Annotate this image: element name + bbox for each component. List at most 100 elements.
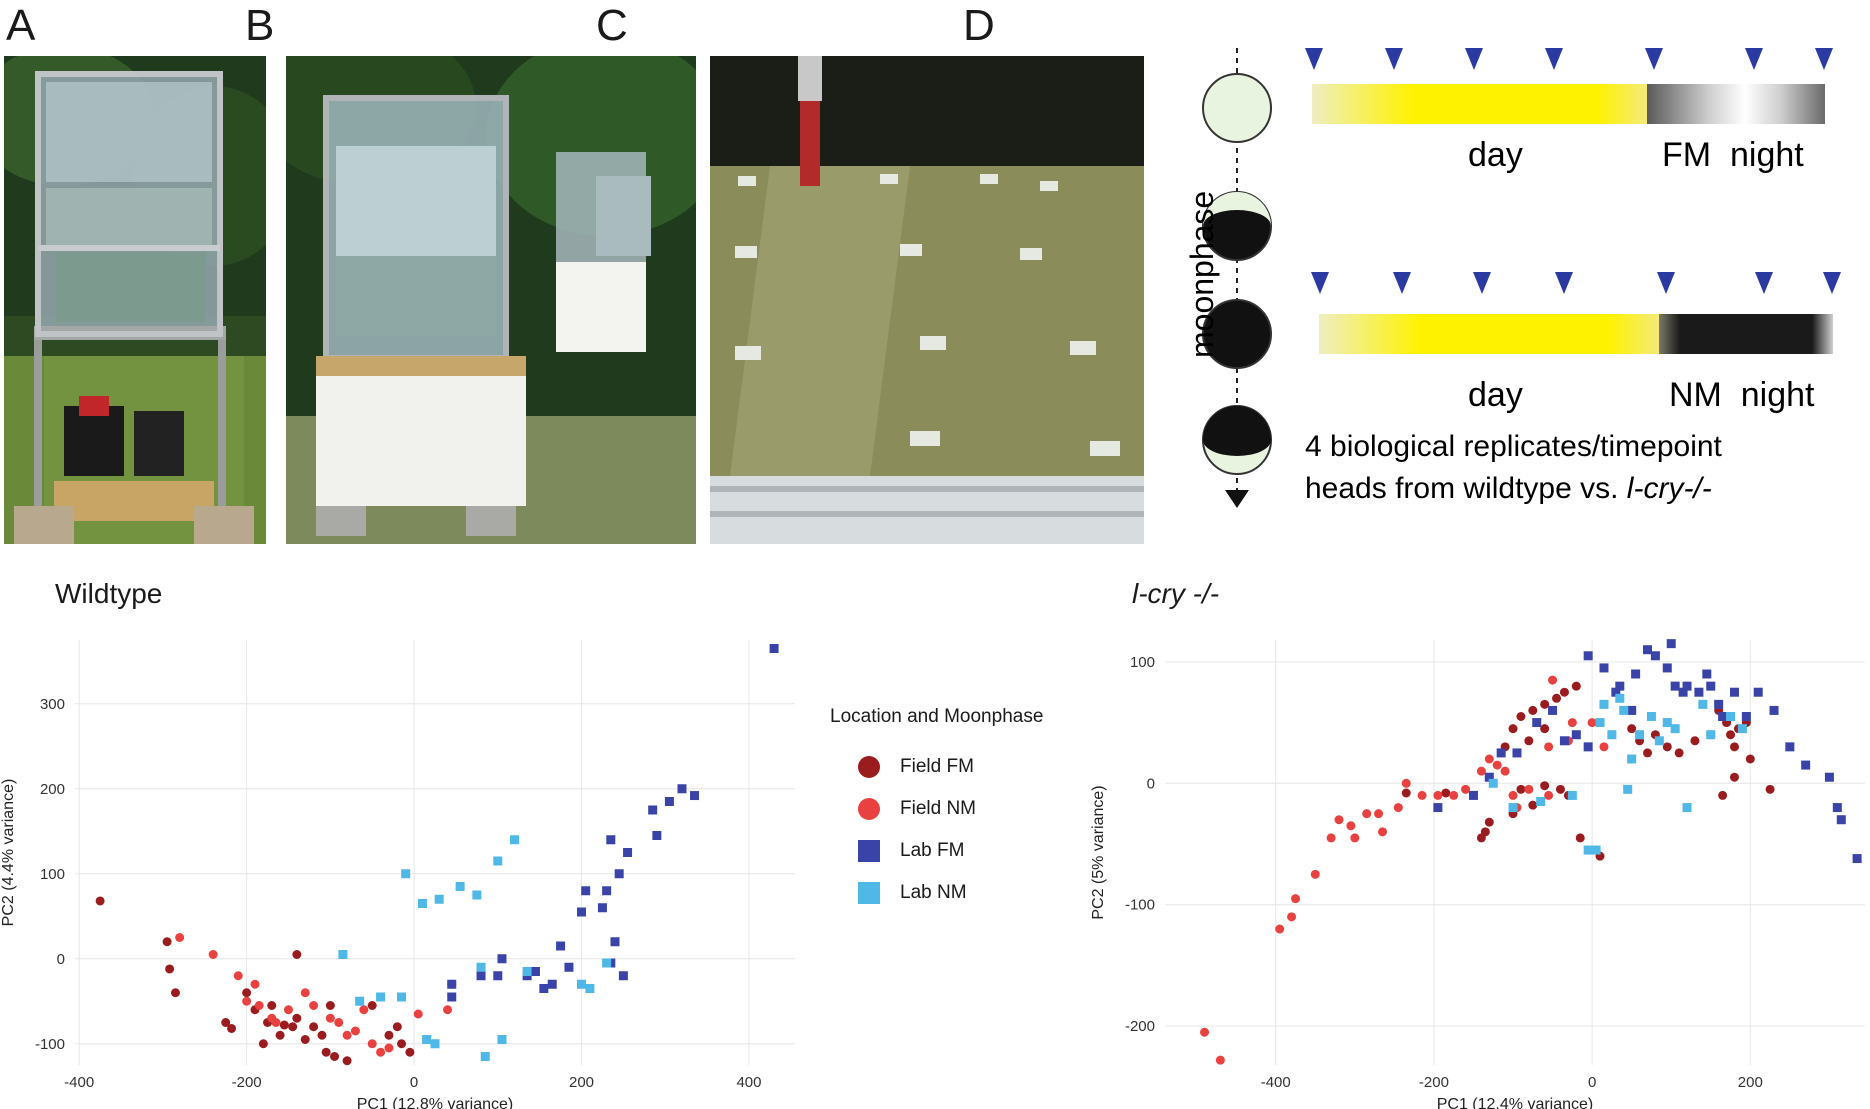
point-lab-nm xyxy=(1670,724,1680,734)
point-lab-nm xyxy=(1646,712,1656,721)
x-axis-label: PC1 (12.4% variance) xyxy=(1437,1096,1594,1109)
heads-text: heads from wildtype vs. l-cry-/- xyxy=(1305,472,1712,505)
point-lab-nm xyxy=(1726,712,1736,721)
point-lab-fm xyxy=(648,805,658,815)
point-lab-fm xyxy=(614,869,624,879)
point-field-fm xyxy=(1642,748,1652,758)
point-field-nm xyxy=(1500,766,1510,776)
point-field-fm xyxy=(1555,784,1565,794)
panel-label-a: A xyxy=(6,1,36,50)
point-lab-fm xyxy=(1714,699,1724,709)
y-tick-label: 300 xyxy=(40,696,65,713)
point-lab-nm xyxy=(1488,778,1498,788)
point-lab-fm xyxy=(476,971,486,981)
point-lab-nm xyxy=(1536,797,1546,806)
point-field-fm xyxy=(1674,748,1684,758)
point-field-nm xyxy=(1587,718,1597,728)
legend-label-lab-nm: Lab NM xyxy=(900,882,967,903)
legend-title: Location and Moonphase xyxy=(830,706,1044,727)
point-lab-nm xyxy=(1615,693,1625,703)
y-tick-label: 0 xyxy=(57,951,65,968)
point-lab-fm xyxy=(1682,681,1692,691)
fm-day-bar xyxy=(1312,84,1647,124)
point-field-fm xyxy=(95,896,105,906)
point-field-nm xyxy=(367,1039,377,1049)
point-field-nm xyxy=(1417,790,1427,800)
point-field-fm xyxy=(1524,736,1534,746)
nm-night-bar xyxy=(1659,314,1833,354)
point-lab-nm xyxy=(376,992,386,1002)
point-lab-fm xyxy=(1670,681,1680,691)
point-field-fm xyxy=(1575,833,1585,843)
point-field-nm xyxy=(1200,1027,1210,1037)
point-lab-fm xyxy=(447,979,457,989)
heads-text-plain: heads from wildtype vs. xyxy=(1305,472,1627,505)
point-lab-fm xyxy=(1678,687,1688,697)
point-field-nm xyxy=(443,1005,453,1015)
sampling-timepoint-icons-fm xyxy=(1305,48,1833,70)
point-field-nm xyxy=(384,1043,394,1053)
point-field-fm xyxy=(1559,687,1569,697)
point-lab-fm xyxy=(1532,718,1542,728)
point-lab-fm xyxy=(1801,760,1811,770)
point-field-fm xyxy=(1571,681,1581,691)
panel-label-b: B xyxy=(245,1,275,50)
x-tick-label: -400 xyxy=(64,1074,94,1091)
legend-item-field-nm: Field NM xyxy=(830,788,1090,830)
point-lab-fm xyxy=(547,979,557,989)
point-lab-fm xyxy=(1666,639,1676,649)
point-field-fm xyxy=(1540,724,1550,734)
pca-plot-lcry: -400 -200 0 200 -200 -100 0 100 PC1 (12.4% varia… xyxy=(1090,639,1865,1109)
point-lab-fm xyxy=(690,791,700,801)
x-tick-label: -200 xyxy=(1419,1074,1449,1091)
point-lab-fm xyxy=(1433,803,1443,813)
y-tick-label: 100 xyxy=(40,866,65,883)
point-lab-fm xyxy=(577,907,587,917)
point-lab-fm xyxy=(1718,712,1728,721)
point-field-nm xyxy=(1310,869,1320,879)
point-field-nm xyxy=(1215,1055,1225,1065)
fm-night-bar xyxy=(1647,84,1825,124)
point-field-nm xyxy=(208,950,218,959)
point-field-fm xyxy=(1401,788,1411,798)
point-field-nm xyxy=(1492,760,1502,770)
y-tick-label: 0 xyxy=(1147,775,1155,792)
point-field-nm xyxy=(1449,790,1459,800)
moonphase-label: moonphase xyxy=(1185,191,1220,358)
point-field-fm xyxy=(397,1039,407,1049)
point-field-fm xyxy=(1540,699,1550,709)
sampling-timepoint-icons-nm xyxy=(1311,272,1841,294)
point-lab-fm xyxy=(447,992,457,1002)
y-tick-label: -100 xyxy=(1125,897,1155,914)
y-tick-label: 100 xyxy=(1130,654,1155,671)
point-field-fm xyxy=(1552,693,1562,703)
heads-text-genotype: l-cry-/- xyxy=(1627,472,1712,505)
point-field-fm xyxy=(275,1030,285,1040)
legend-label-field-fm: Field FM xyxy=(900,756,974,777)
point-lab-fm xyxy=(618,971,628,981)
point-field-fm xyxy=(342,1056,352,1066)
point-lab-fm xyxy=(602,886,612,896)
x-axis-label: PC1 (12.8% variance) xyxy=(357,1096,514,1109)
point-lab-fm xyxy=(1611,687,1621,697)
point-field-nm xyxy=(1350,833,1360,843)
point-field-fm xyxy=(1627,724,1637,734)
nm-day-label: day xyxy=(1468,376,1523,414)
point-lab-nm xyxy=(1623,784,1633,794)
point-lab-fm xyxy=(1627,705,1637,715)
point-lab-fm xyxy=(1484,772,1494,782)
replicates-text: 4 biological replicates/timepoint xyxy=(1305,430,1723,463)
panel-label-d: D xyxy=(963,1,995,50)
legend-label-lab-fm: Lab FM xyxy=(900,840,965,861)
point-lab-fm xyxy=(493,971,503,981)
point-field-nm xyxy=(242,996,252,1006)
x-tick-label: -400 xyxy=(1261,1074,1291,1091)
point-lab-nm xyxy=(397,992,407,1002)
x-tick-label: -200 xyxy=(232,1074,262,1091)
pca-legend: Location and Moonphase Field FM Field NM… xyxy=(830,706,1090,914)
nm-night-label: NM night xyxy=(1669,376,1815,414)
point-field-nm xyxy=(1567,718,1577,728)
point-field-nm xyxy=(283,1005,293,1015)
point-field-nm xyxy=(1275,924,1285,934)
point-lab-fm xyxy=(581,886,591,896)
